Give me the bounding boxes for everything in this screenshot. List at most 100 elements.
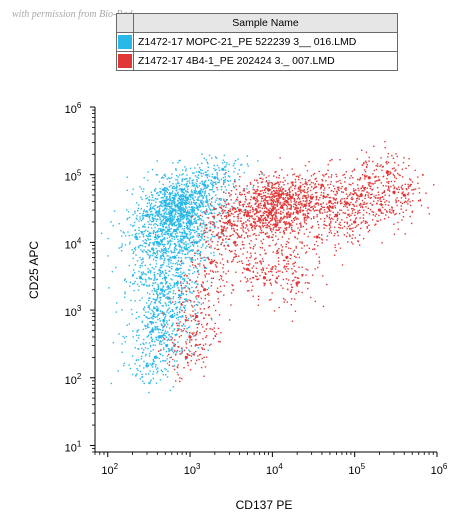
density-dot — [152, 219, 155, 222]
density-dot — [243, 188, 245, 190]
density-dot — [151, 290, 153, 292]
density-dot — [282, 181, 284, 183]
density-dot — [160, 240, 162, 242]
density-dot — [152, 349, 155, 351]
density-dot — [393, 223, 395, 225]
density-dot — [156, 206, 159, 209]
density-dot — [254, 226, 256, 228]
density-dot — [186, 256, 188, 259]
density-dot — [373, 145, 375, 148]
density-dot — [230, 261, 233, 263]
density-dot — [311, 193, 313, 196]
density-dot — [182, 206, 184, 208]
density-dot — [372, 204, 374, 206]
density-dot — [341, 198, 343, 200]
density-dot — [391, 154, 393, 157]
density-dot — [286, 282, 289, 285]
density-dot — [135, 334, 138, 337]
density-dot — [294, 181, 297, 183]
density-dot — [198, 273, 200, 276]
density-dot — [112, 341, 115, 344]
density-dot — [184, 320, 187, 323]
density-dot — [385, 214, 387, 216]
density-dot — [200, 366, 203, 369]
density-dot — [203, 256, 205, 259]
density-dot — [169, 216, 171, 218]
density-dot — [241, 224, 243, 227]
data-point-blue — [167, 296, 171, 300]
density-dot — [341, 185, 343, 188]
legend-header: Sample Name — [133, 13, 398, 33]
density-dot — [155, 382, 158, 384]
density-dot — [313, 216, 315, 218]
density-dot — [330, 176, 333, 178]
density-dot — [208, 213, 210, 215]
density-dot — [186, 236, 188, 238]
density-dot — [141, 215, 144, 217]
density-dot — [307, 187, 309, 189]
density-dot — [196, 207, 198, 209]
density-dot — [297, 253, 299, 255]
density-dot — [185, 191, 187, 193]
density-dot — [151, 321, 153, 323]
density-dot — [123, 364, 125, 367]
density-dot — [328, 208, 331, 210]
data-point-blue — [159, 288, 164, 292]
density-dot — [243, 222, 245, 224]
density-dot — [154, 252, 157, 255]
density-dot — [186, 332, 188, 334]
density-dot — [273, 194, 275, 196]
density-dot — [180, 223, 182, 225]
density-dot — [184, 206, 187, 208]
density-dot — [256, 199, 258, 201]
density-dot — [156, 316, 158, 318]
data-point-red — [289, 195, 293, 200]
density-dot — [389, 171, 391, 173]
density-dot — [276, 209, 278, 211]
density-dot — [161, 266, 163, 268]
density-dot — [154, 211, 157, 213]
density-dot — [349, 227, 351, 230]
density-dot — [150, 202, 153, 205]
density-dot — [332, 205, 334, 208]
data-point-red — [295, 210, 299, 214]
density-dot — [200, 189, 203, 191]
density-dot — [273, 310, 276, 312]
density-dot — [196, 283, 198, 285]
density-dot — [210, 317, 213, 320]
density-dot — [195, 286, 197, 289]
density-dot — [217, 232, 220, 234]
density-dot — [299, 206, 302, 208]
density-dot — [180, 284, 182, 287]
density-dot — [272, 195, 274, 198]
density-dot — [301, 204, 303, 207]
density-dot — [163, 233, 165, 236]
density-dot — [182, 262, 184, 264]
density-dot — [215, 265, 218, 268]
density-dot — [386, 178, 388, 180]
density-dot — [266, 223, 269, 226]
density-dot — [158, 342, 161, 344]
density-dot — [259, 193, 261, 195]
density-dot — [354, 192, 356, 194]
density-dot — [349, 224, 351, 227]
density-dot — [283, 177, 285, 179]
density-dot — [350, 214, 352, 217]
density-dot — [149, 331, 151, 333]
density-dot — [357, 210, 359, 212]
density-dot — [372, 214, 375, 216]
density-dot — [170, 259, 172, 262]
density-dot — [188, 211, 190, 214]
density-dot — [141, 245, 144, 247]
density-dot — [196, 327, 199, 329]
density-dot — [174, 246, 176, 249]
density-dot — [207, 258, 210, 260]
density-dot — [256, 188, 258, 191]
density-dot — [282, 197, 284, 200]
density-dot — [288, 187, 291, 189]
density-dot — [209, 226, 211, 229]
density-dot — [258, 225, 260, 227]
density-dot — [273, 192, 275, 195]
density-dot — [170, 284, 172, 287]
density-dot — [156, 244, 158, 246]
